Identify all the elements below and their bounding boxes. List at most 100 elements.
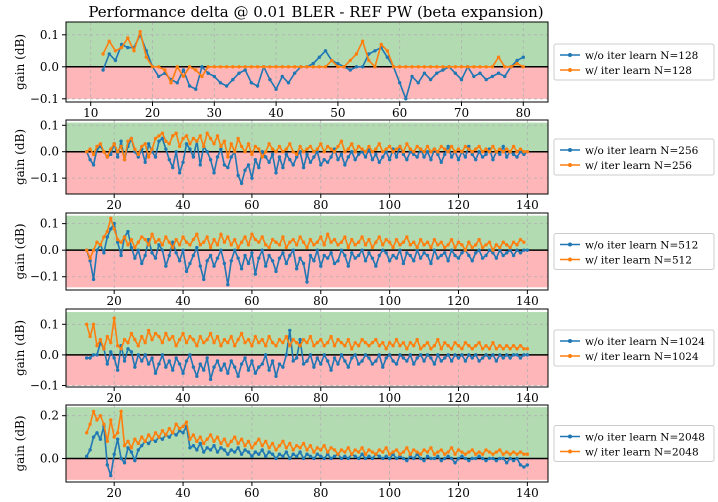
- data-point: [336, 157, 340, 162]
- data-point: [95, 344, 99, 348]
- data-point: [343, 454, 347, 459]
- data-point: [385, 55, 390, 59]
- data-point: [126, 139, 130, 143]
- data-point: [415, 450, 419, 454]
- data-point: [160, 136, 165, 141]
- legend: w/o iter learn N=512 w/ iter learn N=512: [553, 233, 715, 270]
- data-point: [150, 356, 154, 360]
- data-point: [315, 147, 320, 151]
- data-point: [353, 243, 357, 247]
- data-point: [250, 446, 254, 450]
- data-point: [447, 65, 451, 69]
- data-point: [250, 454, 254, 459]
- data-point: [374, 337, 378, 342]
- data-point: [219, 368, 223, 372]
- data-point: [163, 68, 167, 72]
- data-point: [515, 155, 519, 159]
- data-point: [107, 39, 111, 43]
- data-point: [401, 152, 406, 157]
- data-point: [263, 243, 268, 247]
- data-point: [219, 144, 223, 149]
- data-point: [157, 435, 161, 439]
- data-point: [205, 150, 209, 154]
- data-point: [175, 81, 179, 85]
- data-point: [439, 253, 443, 258]
- data-point: [508, 456, 512, 461]
- data-point: [346, 245, 351, 250]
- data-point: [257, 165, 261, 170]
- legend-label: w/o iter learn N=256: [585, 145, 699, 157]
- data-point: [508, 452, 512, 456]
- data-point: [504, 251, 509, 255]
- data-point: [525, 248, 530, 252]
- data-point: [140, 261, 144, 266]
- data-point: [408, 340, 412, 345]
- data-point: [212, 65, 217, 69]
- data-point: [257, 340, 261, 345]
- data-point: [374, 359, 378, 363]
- x-tick-label: 50: [330, 106, 345, 120]
- data-point: [470, 356, 474, 360]
- data-point: [233, 365, 237, 369]
- data-point: [253, 441, 258, 446]
- data-point: [153, 155, 158, 159]
- data-point: [126, 229, 130, 234]
- data-point: [322, 344, 326, 348]
- data-point: [143, 353, 147, 357]
- x-tick-label: 20: [107, 198, 122, 212]
- data-point: [404, 97, 408, 101]
- data-point: [463, 155, 468, 159]
- data-point: [339, 139, 344, 143]
- data-point: [356, 240, 361, 244]
- data-point: [146, 155, 151, 159]
- data-point: [250, 251, 254, 255]
- data-point: [460, 450, 464, 454]
- data-point: [91, 353, 96, 357]
- data-point: [255, 65, 260, 69]
- data-point: [202, 277, 206, 282]
- x-tick-label: 80: [516, 106, 531, 120]
- data-point: [202, 368, 206, 372]
- data-point: [391, 245, 395, 250]
- data-point: [348, 58, 352, 63]
- data-point: [286, 81, 291, 85]
- legend-label: w/o iter learn N=512: [585, 240, 698, 252]
- data-point: [231, 65, 235, 69]
- legend-frame: [553, 425, 715, 462]
- data-point: [284, 334, 289, 339]
- x-tick-label: 20: [107, 391, 122, 405]
- data-point: [398, 452, 402, 456]
- data-point: [257, 147, 261, 151]
- data-point: [243, 68, 247, 72]
- data-point: [446, 144, 450, 149]
- data-point: [236, 136, 240, 141]
- x-tick-label: 100: [378, 198, 401, 212]
- data-point: [515, 248, 519, 252]
- data-point: [119, 144, 123, 149]
- data-point: [350, 237, 354, 242]
- data-point: [284, 147, 289, 151]
- data-point: [401, 261, 406, 266]
- data-point: [474, 456, 478, 461]
- data-point: [436, 450, 440, 454]
- data-point: [171, 334, 175, 339]
- data-point: [428, 65, 433, 69]
- data-point: [174, 422, 178, 426]
- data-point: [329, 240, 333, 244]
- data-point: [525, 353, 530, 357]
- data-point: [191, 433, 196, 437]
- data-point: [208, 448, 213, 452]
- data-point: [133, 147, 137, 151]
- data-point: [237, 71, 241, 75]
- x-tick-label: 40: [268, 106, 283, 120]
- data-point: [281, 235, 285, 239]
- data-point: [133, 437, 137, 441]
- data-point: [305, 452, 309, 456]
- data-point: [339, 456, 344, 461]
- legend-item: w/o iter learn N=2048: [560, 432, 705, 444]
- data-point: [243, 253, 247, 258]
- data-point: [449, 347, 454, 351]
- data-point: [439, 347, 443, 351]
- data-point: [429, 245, 433, 250]
- data-point: [181, 371, 185, 375]
